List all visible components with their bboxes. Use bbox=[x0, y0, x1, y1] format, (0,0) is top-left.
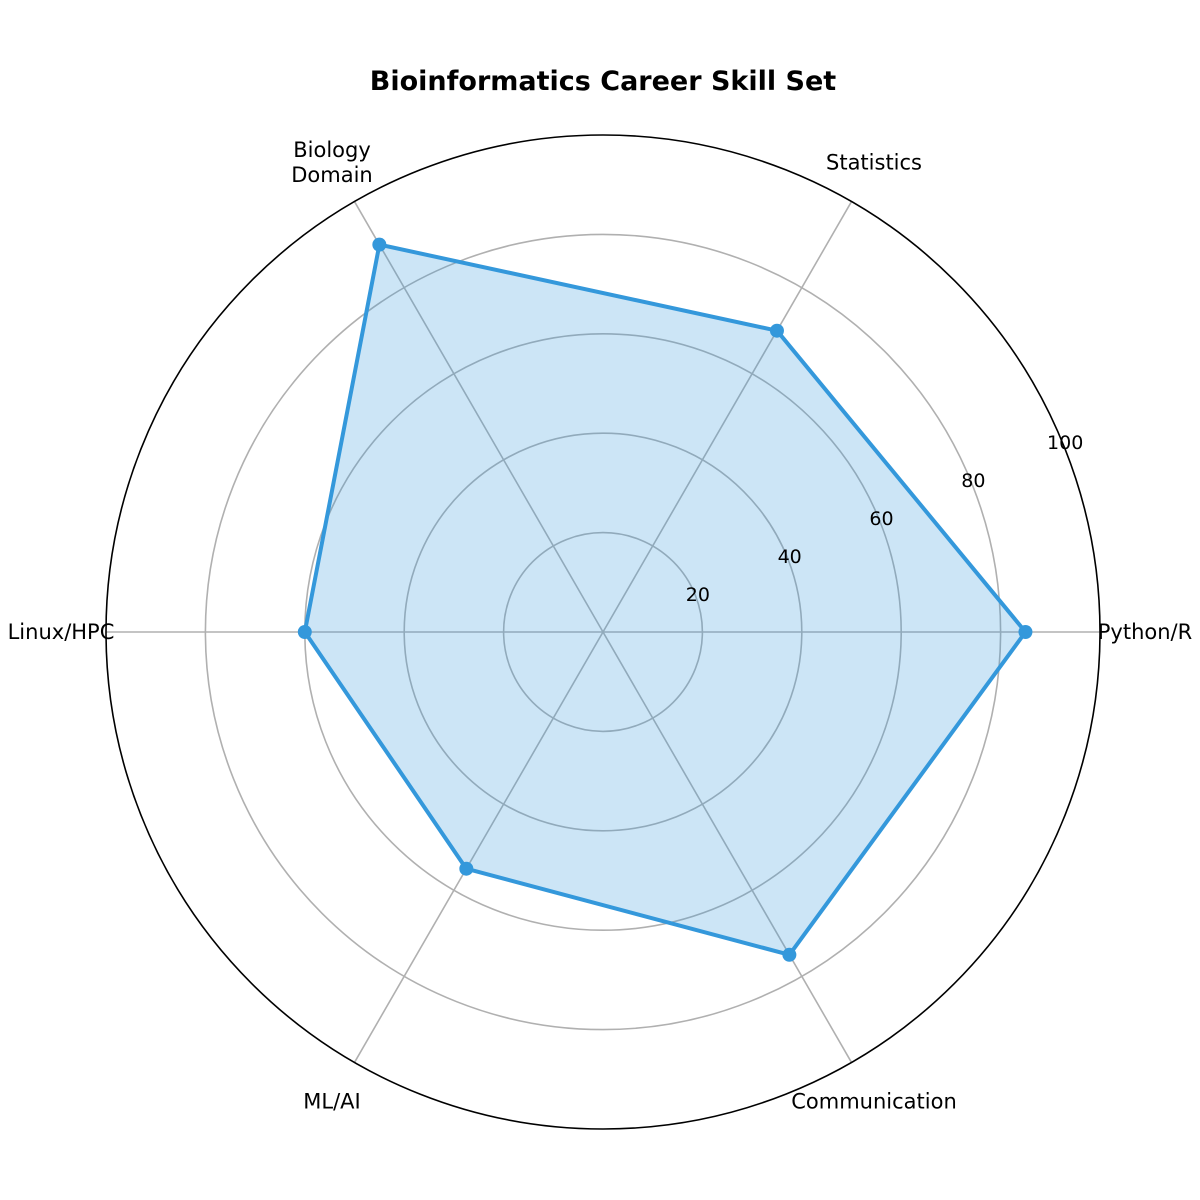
grid-spoke bbox=[353, 201, 604, 633]
axis-label: Linux/HPC bbox=[8, 620, 115, 644]
series-layer bbox=[297, 237, 1033, 962]
data-point bbox=[297, 625, 312, 639]
data-point bbox=[459, 861, 474, 876]
r-tick-label: 40 bbox=[778, 546, 802, 568]
data-point bbox=[1018, 625, 1033, 639]
polar-outline bbox=[105, 134, 1101, 1130]
r-tick-label: 100 bbox=[1047, 432, 1083, 454]
chart-title: Bioinformatics Career Skill Set bbox=[369, 66, 837, 97]
data-point bbox=[769, 323, 784, 338]
r-tick-label: 80 bbox=[961, 470, 985, 492]
axis-label: ML/AI bbox=[303, 1089, 360, 1113]
data-point bbox=[782, 947, 797, 962]
data-point bbox=[372, 237, 387, 252]
axis-label: Communication bbox=[791, 1089, 957, 1113]
grid-spoke bbox=[602, 631, 853, 1063]
label-layer: 20 40 60 80 100 Python/R Statistics Biology Doma… bbox=[8, 138, 1193, 1113]
r-tick-label: 60 bbox=[869, 508, 893, 530]
r-tick-label: 20 bbox=[686, 584, 710, 606]
axis-label: Biology Domain bbox=[291, 138, 373, 187]
grid-spoke bbox=[353, 631, 604, 1063]
grid-layer bbox=[105, 134, 1101, 1130]
axis-label: Statistics bbox=[826, 151, 922, 175]
grid-spoke bbox=[602, 201, 853, 633]
axis-label: Python/R bbox=[1098, 620, 1192, 644]
series-fill bbox=[304, 244, 1026, 955]
